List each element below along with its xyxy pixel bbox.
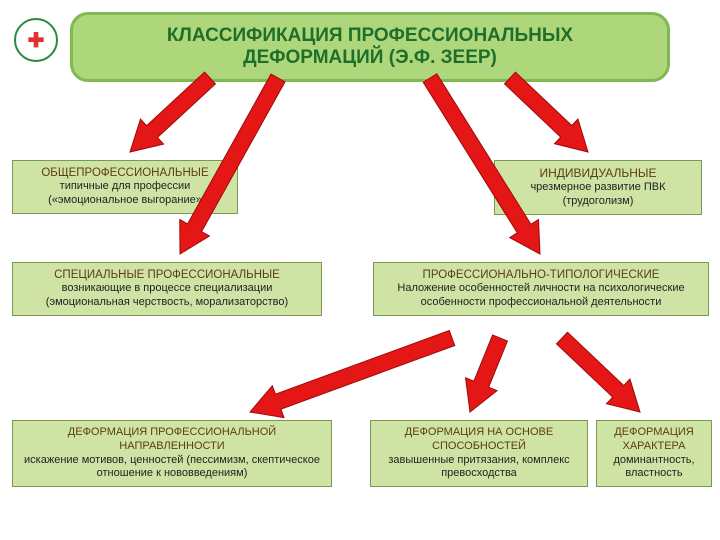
node-subtitle: доминантность, властность — [605, 454, 703, 482]
node-subtitle: завышенные притязания, комплекс превосхо… — [379, 454, 579, 482]
node-subtitle: возникающие в процессе специализации (эм… — [21, 282, 313, 310]
node-special-professional: СПЕЦИАЛЬНЫЕ ПРОФЕССИОНАЛЬНЫЕ возникающие… — [12, 262, 322, 316]
node-professional-typological: ПРОФЕССИОНАЛЬНО-ТИПОЛОГИЧЕСКИЕ Наложение… — [373, 262, 709, 316]
node-individual: ИНДИВИДУАЛЬНЫЕ чрезмерное развитие ПВК (… — [494, 160, 702, 215]
arrow-icon — [244, 322, 458, 428]
node-subtitle: типичные для профессии («эмоциональное в… — [21, 180, 229, 208]
title-line2: ДЕФОРМАЦИЙ (Э.Ф. ЗЕЕР) — [91, 47, 649, 69]
node-title: ОБЩЕПРОФЕССИОНАЛЬНЫЕ — [21, 166, 229, 180]
node-title: ДЕФОРМАЦИЯ ПРОФЕССИОНАЛЬНОЙ НАПРАВЛЕННОС… — [21, 426, 323, 454]
node-title: СПЕЦИАЛЬНЫЕ ПРОФЕССИОНАЛЬНЫЕ — [21, 268, 313, 282]
node-title: ДЕФОРМАЦИЯ ХАРАКТЕРА — [605, 426, 703, 454]
logo-badge — [14, 18, 58, 62]
node-deformation-direction: ДЕФОРМАЦИЯ ПРОФЕССИОНАЛЬНОЙ НАПРАВЛЕННОС… — [12, 420, 332, 487]
node-title: ПРОФЕССИОНАЛЬНО-ТИПОЛОГИЧЕСКИЕ — [382, 268, 700, 282]
arrow-icon — [550, 326, 651, 425]
node-deformation-abilities: ДЕФОРМАЦИЯ НА ОСНОВЕ СПОСОБНОСТЕЙ завыше… — [370, 420, 588, 487]
title-line1: КЛАССИФИКАЦИЯ ПРОФЕССИОНАЛЬНЫХ — [91, 25, 649, 47]
node-subtitle: чрезмерное развитие ПВК (трудоголизм) — [503, 181, 693, 209]
node-subtitle: искажение мотивов, ценностей (пессимизм,… — [21, 454, 323, 482]
node-subtitle: Наложение особенностей личности на психо… — [382, 282, 700, 310]
arrow-icon — [454, 332, 516, 419]
title-box: КЛАССИФИКАЦИЯ ПРОФЕССИОНАЛЬНЫХ ДЕФОРМАЦИ… — [70, 12, 670, 82]
node-deformation-character: ДЕФОРМАЦИЯ ХАРАКТЕРА доминантность, влас… — [596, 420, 712, 487]
node-title: ИНДИВИДУАЛЬНЫЕ — [503, 166, 693, 181]
node-general-professional: ОБЩЕПРОФЕССИОНАЛЬНЫЕ типичные для профес… — [12, 160, 238, 214]
node-title: ДЕФОРМАЦИЯ НА ОСНОВЕ СПОСОБНОСТЕЙ — [379, 426, 579, 454]
